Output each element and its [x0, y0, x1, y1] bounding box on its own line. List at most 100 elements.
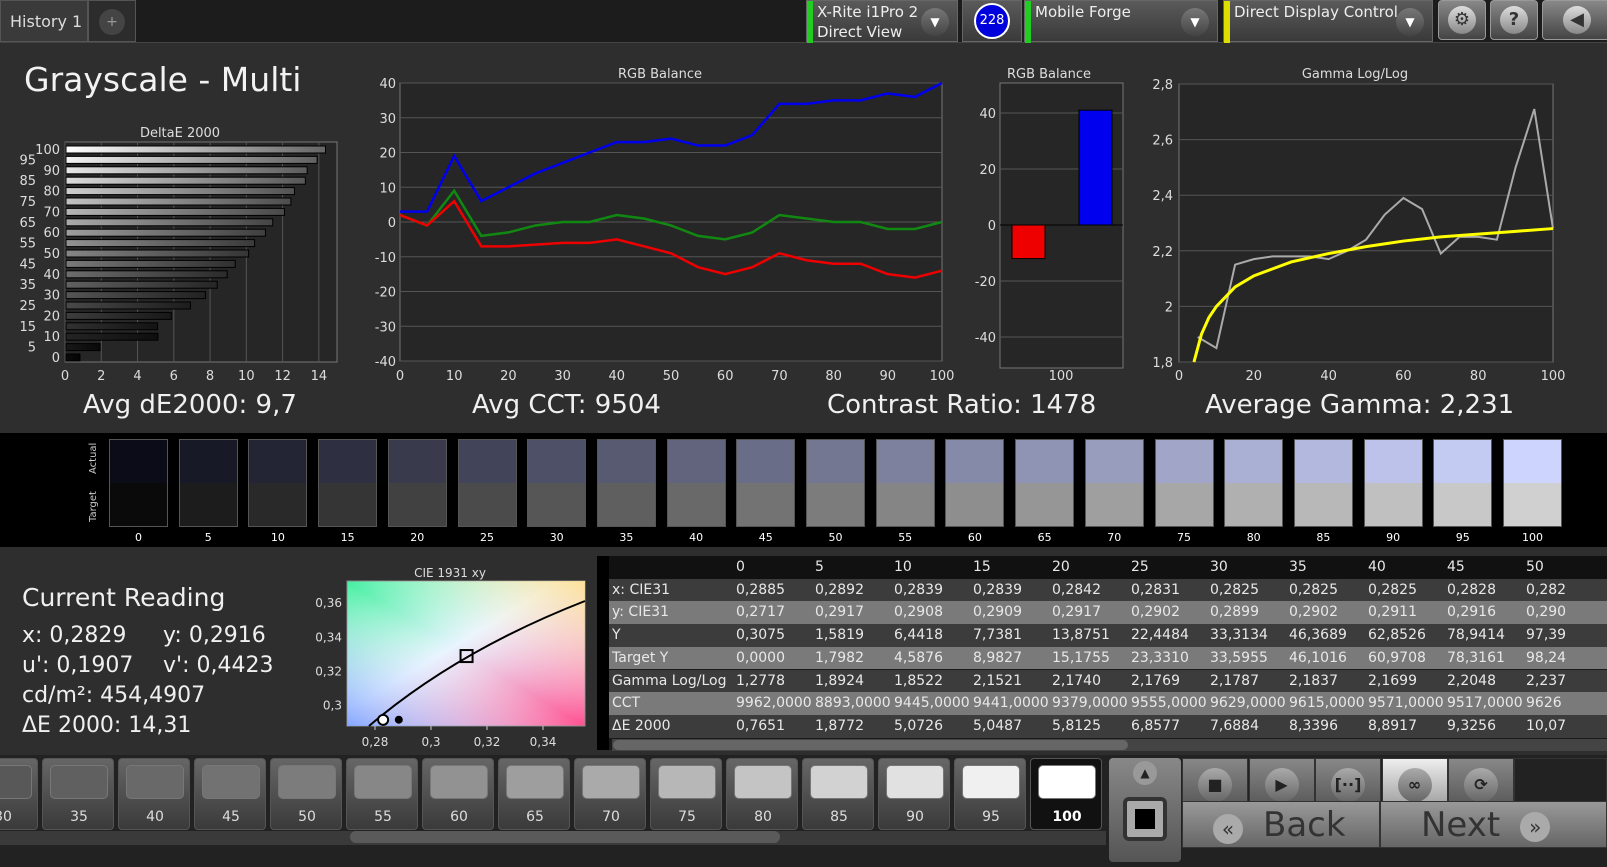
patch-thumb-70[interactable]: 70: [574, 758, 646, 830]
swatch-0[interactable]: [109, 439, 168, 527]
cell: 0,2909: [973, 604, 1022, 621]
swatch-80[interactable]: [1224, 439, 1284, 527]
x-tick-label: 0,28: [362, 735, 389, 749]
meter-dropdown[interactable]: X-Rite i1Pro 2 Direct View ▼: [806, 0, 958, 43]
settings-button[interactable]: ⚙: [1438, 0, 1486, 40]
back-button[interactable]: « Back: [1182, 801, 1380, 848]
cell: 0,2825: [1289, 581, 1338, 598]
patch-thumb-75[interactable]: 75: [650, 758, 722, 830]
swatch-55[interactable]: [875, 439, 935, 527]
chevron-left-icon: ◀: [1563, 6, 1591, 34]
delta-e-bar: [65, 280, 218, 289]
y-tick-label: 45: [19, 257, 36, 272]
avg-gamma-stat: Average Gamma: 2,231: [1205, 390, 1515, 420]
patch-label: 95: [982, 809, 1000, 825]
delta-e-bar: [65, 270, 228, 279]
swatch-5[interactable]: [178, 439, 238, 527]
cell: 1,5819: [815, 627, 864, 644]
swatch-70[interactable]: [1084, 439, 1144, 527]
swatch-30[interactable]: [527, 439, 587, 527]
swatch-20[interactable]: [387, 439, 447, 527]
target-color: [807, 483, 864, 526]
patch-thumb-100[interactable]: 100: [1030, 758, 1102, 830]
swatch-label: 70: [1107, 531, 1122, 544]
patch-thumb-90[interactable]: 90: [878, 758, 950, 830]
gamma-series-line: [1192, 227, 1554, 363]
swatch-35[interactable]: [596, 439, 656, 527]
generator-dropdown[interactable]: Mobile Forge ▼: [1024, 0, 1218, 43]
patch-thumb-45[interactable]: 45: [194, 758, 266, 830]
swatch-40[interactable]: [666, 439, 726, 527]
table-row: y: CIE31 0,2717 0,2917 0,2908 0,2909 0,2917 0,…: [597, 601, 1607, 625]
swatch-25[interactable]: [457, 439, 517, 527]
table-row: CCT 9962,0000 8893,0000 9445,0000 9441,0000 9…: [597, 692, 1607, 715]
scroll-up-button[interactable]: ▲: [1133, 761, 1157, 785]
actual-color: [1294, 440, 1352, 483]
patch-color: [734, 765, 792, 799]
patch-thumb-30[interactable]: 30: [0, 758, 38, 830]
actual-color: [667, 440, 725, 483]
patch-thumb-35[interactable]: 35: [42, 758, 114, 830]
x-tick-label: 40: [609, 369, 626, 384]
swatch-85[interactable]: [1293, 439, 1353, 527]
row-label: CCT: [612, 695, 641, 712]
x-tick-label: 30: [554, 369, 571, 384]
chevron-down-icon: ▼: [921, 8, 949, 36]
patch-label: 70: [602, 809, 620, 825]
swatch-45[interactable]: [736, 439, 796, 527]
swatch-strip: Actual Target 0 5 10 15 20 25 30 35 40 45 50 55 60 65…: [0, 433, 1607, 547]
cell: 0,2839: [973, 581, 1022, 598]
swatch-50[interactable]: [806, 439, 865, 527]
patch-label: 35: [70, 809, 88, 825]
table-header: 0 5 10 15 20 25 30 35 40 45 50: [597, 556, 1607, 579]
display-dropdown[interactable]: Direct Display Control ▼: [1223, 0, 1433, 43]
target-color: [1155, 483, 1213, 526]
patch-thumb-85[interactable]: 85: [802, 758, 874, 830]
patch-thumb-40[interactable]: 40: [118, 758, 190, 830]
swatch-15[interactable]: [318, 439, 378, 527]
table-scrollbar[interactable]: [612, 739, 1607, 751]
add-tab-button[interactable]: +: [88, 0, 136, 42]
y-tick-label: 35: [19, 278, 36, 293]
swatch-90[interactable]: [1363, 439, 1423, 527]
patch-thumb-55[interactable]: 55: [346, 758, 418, 830]
next-button[interactable]: Next »: [1380, 801, 1607, 848]
cell: 0,2828: [1447, 581, 1496, 598]
patch-thumb-65[interactable]: 65: [498, 758, 570, 830]
patch-thumb-50[interactable]: 50: [270, 758, 342, 830]
swatch-10[interactable]: [248, 439, 308, 527]
swatch-65[interactable]: [1015, 439, 1075, 527]
thumb-scrollbar[interactable]: [0, 831, 1106, 845]
tab-history-1[interactable]: History 1: [0, 0, 88, 42]
patch-label: 60: [450, 809, 468, 825]
y-tick-label: 0,32: [315, 664, 342, 678]
y-tick-label: -20: [375, 286, 396, 301]
collapse-button[interactable]: ◀: [1542, 0, 1607, 40]
cell: 10: [894, 559, 912, 575]
patch-thumb-80[interactable]: 80: [726, 758, 798, 830]
patch-thumb-95[interactable]: 95: [954, 758, 1026, 830]
cell: 5,8125: [1052, 717, 1101, 734]
cell: 2,237: [1526, 672, 1567, 689]
swatch-75[interactable]: [1154, 439, 1214, 527]
swatch-60[interactable]: [945, 439, 1005, 527]
cell: 30: [1210, 559, 1228, 575]
swatch-100[interactable]: [1503, 439, 1562, 527]
cell: 8,8917: [1368, 717, 1417, 734]
cell: 1,8772: [815, 717, 864, 734]
square-icon: [1135, 809, 1155, 829]
chart-title: Gamma Log/Log: [1302, 67, 1408, 82]
swatch-label: 35: [619, 531, 634, 544]
actual-color: [249, 440, 307, 483]
patch-label: 90: [906, 809, 924, 825]
actual-label: Actual: [88, 442, 99, 474]
help-button[interactable]: ?: [1490, 0, 1538, 40]
x-tick-label: 80: [1470, 369, 1487, 384]
swatch-95[interactable]: [1433, 439, 1493, 527]
patch-thumb-60[interactable]: 60: [422, 758, 494, 830]
row-label: x: CIE31: [612, 581, 671, 598]
y-tick-label: 15: [19, 320, 36, 335]
help-icon: ?: [1500, 6, 1528, 34]
measure-button[interactable]: [1123, 797, 1167, 841]
table-row: Y 0,3075 1,5819 6,4418 7,7381 13,8751 22,4484 3…: [597, 624, 1607, 647]
